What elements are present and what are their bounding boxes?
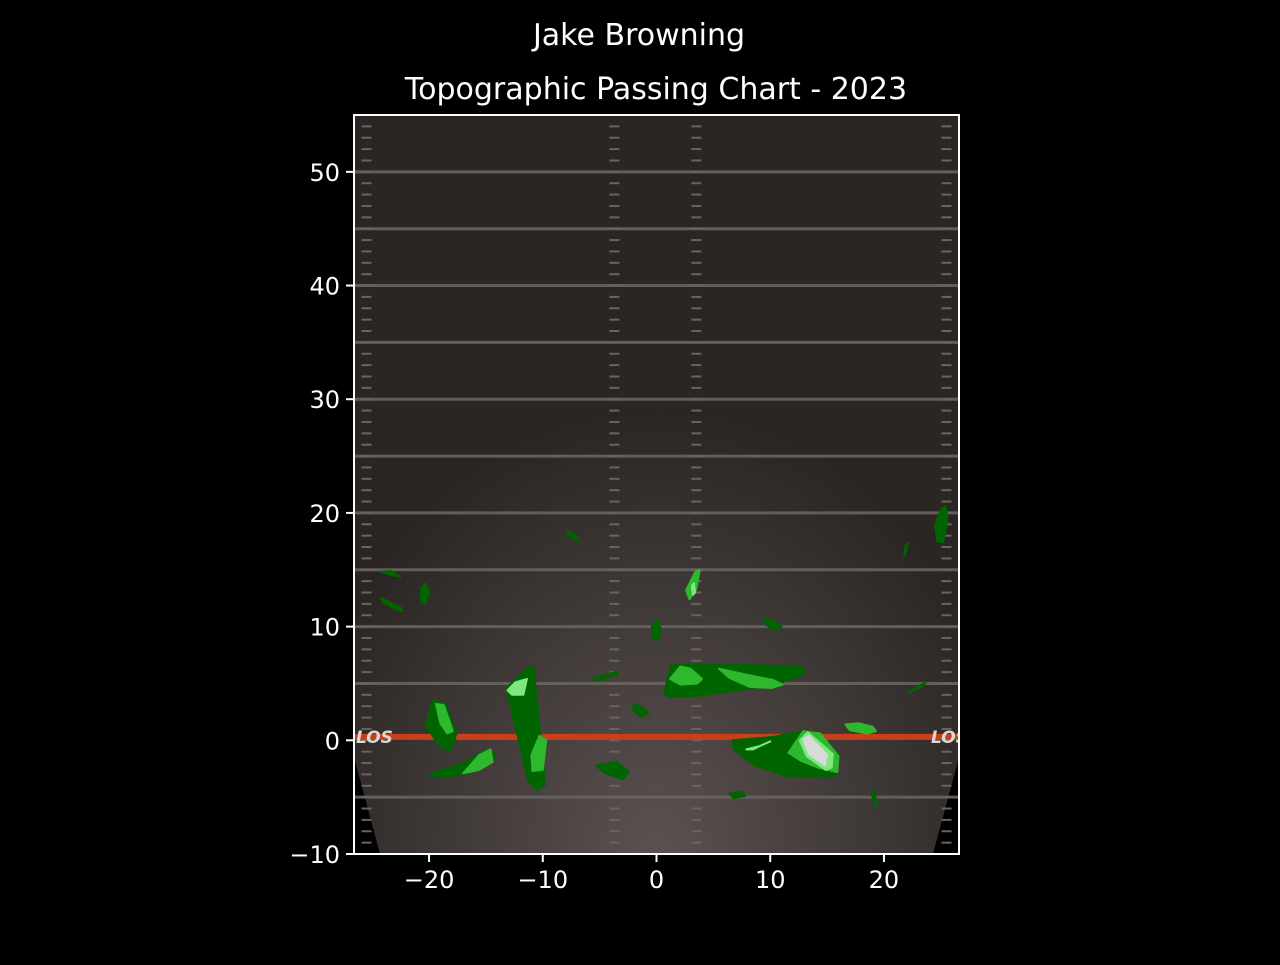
contour-region-level-1 <box>631 702 650 718</box>
x-tick-label: −20 <box>404 866 455 894</box>
contour-regions <box>380 505 949 808</box>
chart-title: Topographic Passing Chart - 2023 <box>404 72 907 107</box>
chart-suptitle: Jake Browning <box>531 18 745 53</box>
contour-region-level-1 <box>728 790 747 800</box>
contour-region-level-2 <box>462 748 494 775</box>
contour-region-level-2 <box>844 722 877 735</box>
contour-region-level-1 <box>420 582 431 605</box>
y-tick-label: 10 <box>309 614 340 642</box>
field-corner-right <box>933 757 959 854</box>
contour-region-level-4 <box>802 734 829 767</box>
contour-region-level-1 <box>903 541 909 558</box>
contour-region-level-3 <box>690 582 697 596</box>
contour-region-level-2 <box>669 665 703 686</box>
x-tick-label: −10 <box>517 866 568 894</box>
contour-region-level-2 <box>434 702 454 735</box>
contour-region-level-1 <box>908 681 927 694</box>
y-tick-label: 30 <box>309 386 340 414</box>
contour-region-level-3 <box>745 740 772 751</box>
contour-region-level-1 <box>595 760 631 780</box>
los-label-left: LOS <box>356 728 393 748</box>
y-tick-label: −10 <box>289 841 340 869</box>
contour-region-level-1 <box>380 597 404 613</box>
x-tick-label: 20 <box>869 866 900 894</box>
field-corner-left <box>354 757 380 854</box>
y-tick-label: 20 <box>309 500 340 528</box>
field-markings: LOS LOS <box>354 115 968 854</box>
contour-region-level-1 <box>380 569 402 578</box>
contour-region-level-1 <box>565 531 581 542</box>
contour-region-level-1 <box>762 617 783 631</box>
x-tick-label: 10 <box>755 866 786 894</box>
plot-area: LOS LOS <box>354 115 968 854</box>
y-tick-label: 50 <box>309 159 340 187</box>
y-tick-label: 0 <box>325 727 340 755</box>
contour-region-level-1 <box>934 505 949 544</box>
x-tick-label: 0 <box>649 866 664 894</box>
contour-region-level-2 <box>718 667 784 689</box>
axes: −20 −10 0 10 20 −10 0 10 20 30 40 50 <box>289 159 899 894</box>
contour-region-level-3 <box>506 677 528 696</box>
field-surface <box>354 115 959 854</box>
contour-region-level-1 <box>590 670 620 682</box>
contour-region-level-2 <box>530 734 548 772</box>
y-tick-label: 40 <box>309 273 340 301</box>
los-label-right: LOS <box>931 728 968 748</box>
contour-region-level-1 <box>651 618 662 643</box>
contour-region-level-1 <box>870 789 879 808</box>
